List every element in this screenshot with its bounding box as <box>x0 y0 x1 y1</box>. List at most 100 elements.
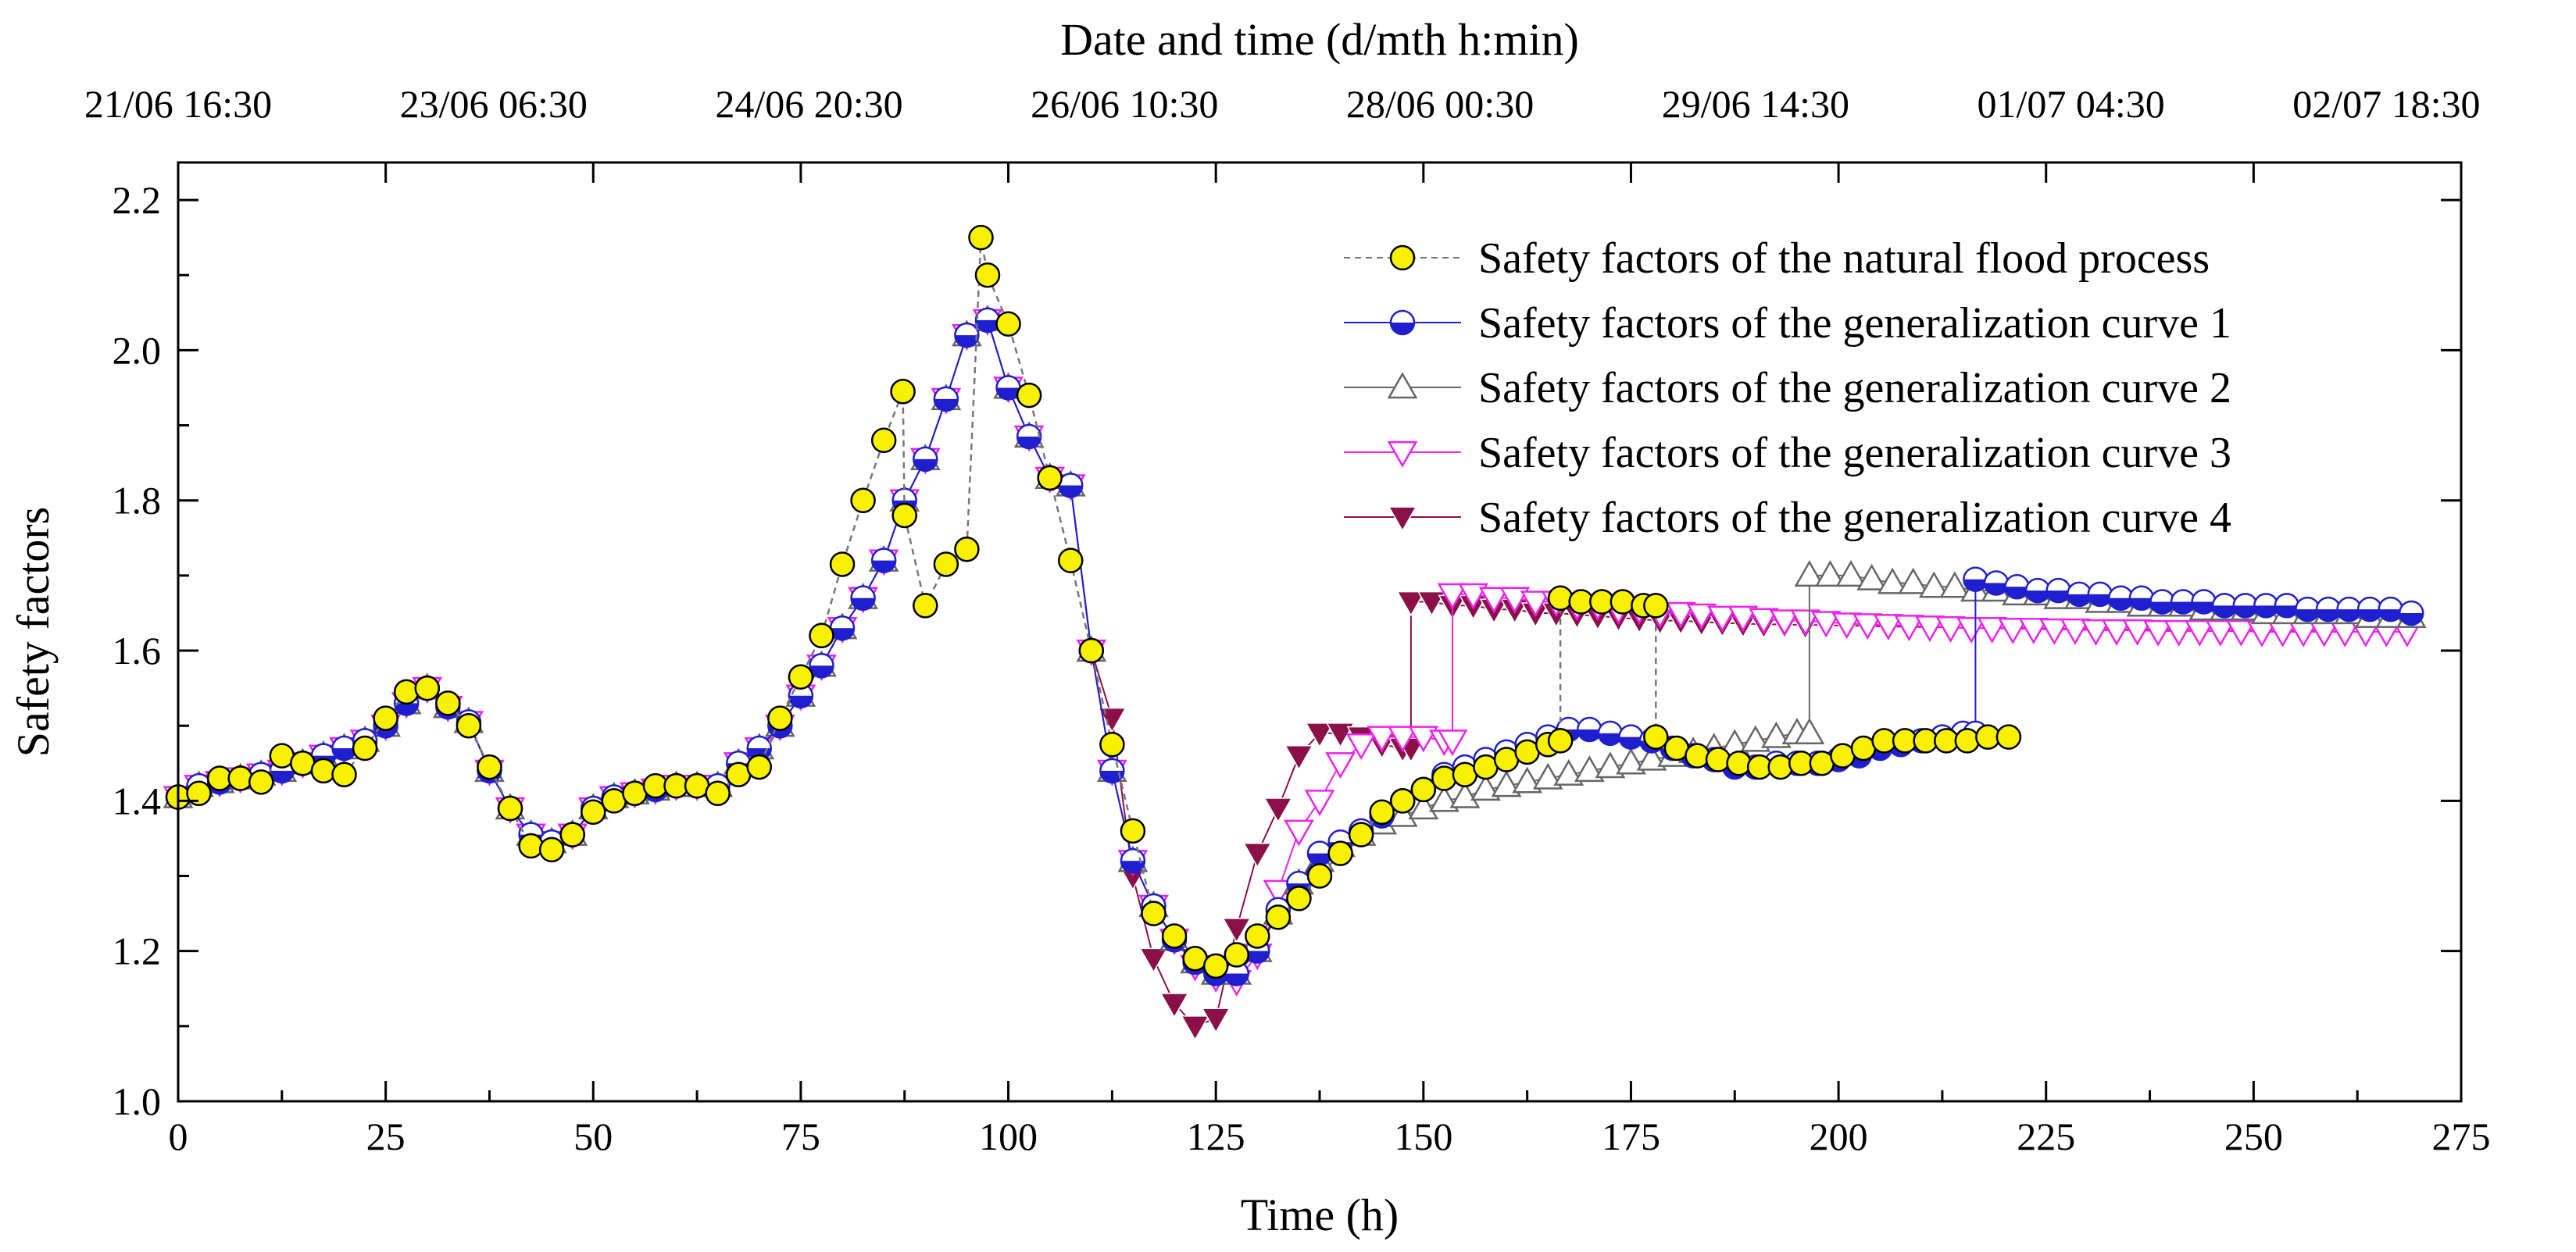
data-point <box>1078 637 1105 664</box>
data-point <box>1016 423 1042 450</box>
top-tick-label: 01/07 04:30 <box>1977 82 2164 126</box>
data-point <box>1760 721 1792 748</box>
legend-marker <box>1387 372 1418 399</box>
data-point <box>705 780 731 806</box>
legend-marker <box>1387 441 1418 468</box>
data-point <box>1726 751 1752 776</box>
data-point <box>974 307 1001 334</box>
data-point <box>1120 818 1146 844</box>
legend-label: Safety factors of the generalization cur… <box>1478 299 2231 348</box>
data-point <box>373 705 398 731</box>
legend-label: Safety factors of the generalization cur… <box>1478 364 2231 412</box>
data-point <box>933 551 959 577</box>
top-tick-label: 26/06 10:30 <box>1031 82 1218 126</box>
data-point <box>1437 729 1468 757</box>
data-point <box>1284 819 1314 847</box>
data-point <box>1553 758 1585 786</box>
data-point <box>1201 1008 1231 1033</box>
y-tick-label: 2.0 <box>113 328 162 372</box>
data-point <box>1705 747 1731 772</box>
data-point <box>1449 781 1481 808</box>
data-point <box>1099 758 1125 784</box>
y-tick-label: 1.4 <box>113 779 162 822</box>
data-point <box>1389 244 1416 271</box>
data-point <box>2045 577 2071 604</box>
data-point <box>2232 593 2258 619</box>
data-point <box>1767 754 1793 780</box>
data-point <box>829 615 856 641</box>
series-0 <box>165 224 2022 979</box>
data-point <box>1478 587 1510 614</box>
y-tick-label: 1.6 <box>113 629 162 672</box>
data-point <box>1794 718 1825 745</box>
data-point <box>1686 603 1717 630</box>
legend-label: Safety factors of the generalization cur… <box>1478 494 2231 542</box>
data-point <box>1918 571 1949 598</box>
data-point <box>1345 733 1377 761</box>
data-point <box>1574 755 1605 783</box>
data-point <box>1305 722 1334 748</box>
data-point <box>1224 942 1249 968</box>
data-point <box>1369 799 1395 826</box>
data-point <box>331 735 357 762</box>
data-point <box>1016 382 1042 408</box>
data-point <box>2024 577 2051 604</box>
data-point <box>1222 918 1252 943</box>
x-tick-label: 100 <box>979 1115 1038 1158</box>
data-point <box>1963 566 1988 592</box>
data-point <box>2163 619 2195 647</box>
data-point <box>2205 619 2236 647</box>
x-tick-label: 275 <box>2432 1115 2491 1158</box>
data-point <box>1265 904 1292 930</box>
data-point <box>1057 548 1084 573</box>
data-point <box>1749 608 1779 635</box>
data-point <box>891 502 917 529</box>
data-point <box>1618 724 1644 750</box>
data-point <box>1057 473 1084 498</box>
data-point <box>1852 613 1883 640</box>
data-point <box>477 754 502 780</box>
x-tick-label: 125 <box>1187 1115 1245 1158</box>
legend: Safety factors of the natural flood proc… <box>1344 234 2231 542</box>
data-point <box>1263 797 1293 823</box>
data-point <box>2226 619 2256 647</box>
data-point <box>2253 593 2279 619</box>
data-point <box>829 551 856 577</box>
x-tick-label: 0 <box>169 1115 188 1158</box>
data-point <box>1769 609 1800 637</box>
data-point <box>2004 574 2030 600</box>
data-point <box>1499 587 1531 614</box>
data-point <box>2128 585 2155 611</box>
data-point <box>1740 725 1771 752</box>
data-point <box>1706 605 1738 633</box>
data-point <box>1159 993 1189 1018</box>
data-point <box>248 769 274 795</box>
data-point <box>1954 728 1981 754</box>
data-point <box>1512 766 1543 794</box>
x-tick-label: 225 <box>2017 1115 2075 1158</box>
data-point <box>1520 590 1551 618</box>
data-point <box>2038 618 2070 645</box>
data-point <box>954 536 980 562</box>
data-point <box>1995 724 2022 750</box>
data-point <box>2274 593 2300 619</box>
data-point <box>1325 752 1356 779</box>
y-tick-label: 1.8 <box>113 479 162 523</box>
data-point <box>2066 581 2092 608</box>
legend-label: Safety factors of the natural flood proc… <box>1478 234 2210 283</box>
data-point <box>331 762 357 787</box>
data-point <box>2087 581 2113 608</box>
data-point <box>2101 619 2132 646</box>
data-point <box>1595 751 1626 779</box>
data-point <box>1790 609 1820 637</box>
data-point <box>435 690 461 716</box>
data-point <box>1956 617 1987 644</box>
data-point <box>913 446 938 473</box>
data-point <box>746 754 773 780</box>
data-point <box>1396 590 1426 617</box>
data-point <box>2018 617 2049 644</box>
data-point <box>1410 776 1437 803</box>
data-point <box>227 765 253 791</box>
data-point <box>1161 923 1188 949</box>
